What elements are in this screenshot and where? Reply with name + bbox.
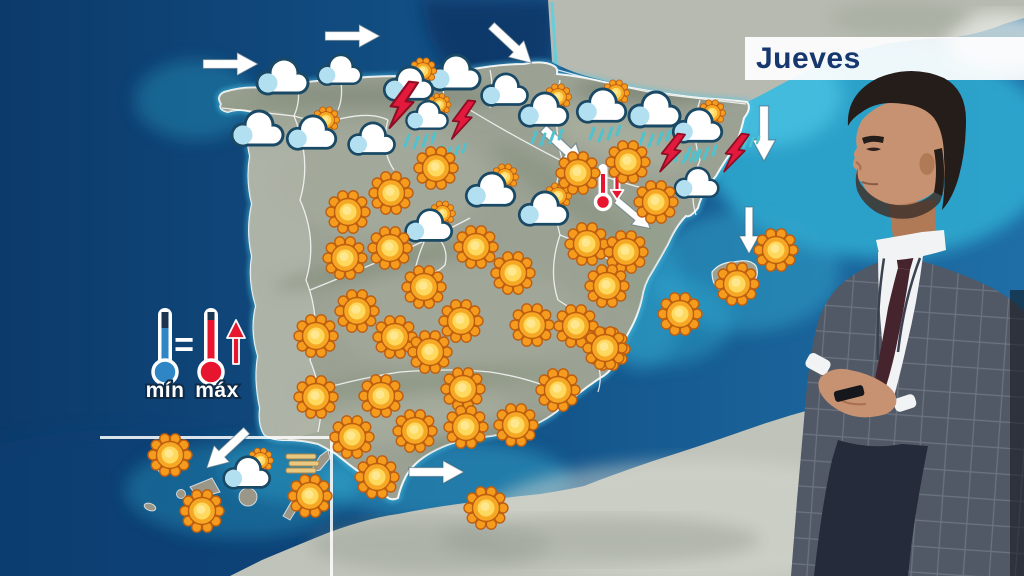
terrain-shading (219, 77, 745, 456)
suncloud-icon (404, 201, 455, 243)
sun-icon (401, 265, 447, 309)
temperature-legend: = mín máx (144, 308, 246, 404)
sun-icon (334, 289, 380, 333)
sun-icon (714, 262, 760, 306)
iberian-peninsula (218, 61, 750, 501)
presenter-tie (874, 254, 914, 398)
sun-icon (372, 315, 418, 359)
sun-icon (603, 230, 649, 274)
sun-icon (564, 222, 610, 266)
sun-icon (354, 455, 400, 499)
arrow-icon (534, 119, 592, 176)
rising-arrow-icon (226, 319, 246, 365)
sun-icon (325, 190, 371, 234)
cloud-icon (347, 121, 396, 156)
sun-icon (407, 330, 453, 374)
bolt-icon (387, 78, 419, 132)
arrow-icon (738, 206, 760, 255)
presenter-head (847, 71, 966, 219)
sun-icon (605, 140, 651, 184)
maxdrop-icon (593, 162, 626, 212)
day-label-bar: Jueves (745, 37, 1024, 80)
day-label: Jueves (756, 41, 861, 75)
sun-icon (584, 264, 630, 308)
sun-icon (438, 299, 484, 343)
presenter-jacket (791, 258, 1024, 576)
cloud-icon (427, 53, 482, 92)
rain-icon (403, 131, 437, 150)
presenter-trousers (814, 440, 928, 576)
arrow-icon (610, 192, 657, 236)
rain-icon (437, 142, 467, 160)
suncloud-icon (518, 183, 572, 227)
presenter-hair (847, 71, 966, 210)
equals-icon: = (174, 326, 194, 364)
sun-icon (490, 251, 536, 295)
cloud-icon (255, 57, 310, 96)
sun-icon (753, 228, 799, 272)
bolt-icon (658, 130, 686, 176)
sun-icon (358, 374, 404, 418)
sun-icon (453, 225, 499, 269)
cloud-icon (316, 53, 363, 86)
bolt-icon (449, 98, 477, 142)
presenter-clicker (833, 385, 865, 402)
sun-icon (463, 486, 509, 530)
cloud-icon (480, 72, 529, 107)
sun-icon (293, 314, 339, 358)
arrow-icon (408, 459, 465, 485)
sun-icon (633, 180, 679, 224)
sun-icon (553, 304, 599, 348)
sun-icon (293, 375, 339, 419)
legend-min-label: mín (146, 379, 185, 402)
sun-icon (443, 405, 489, 449)
presenter-shirt (878, 248, 924, 410)
suncloud-icon (383, 58, 437, 102)
sun-icon (322, 236, 368, 280)
sun-icon (493, 403, 539, 447)
arrow-icon (202, 51, 259, 77)
suncloud-icon (465, 164, 519, 208)
sun-icon (657, 292, 703, 336)
presenter-hands (805, 353, 917, 418)
cloud-icon (230, 109, 285, 148)
africa-landmass (230, 362, 1024, 576)
africa-terrain (310, 460, 920, 576)
suncloud-icon (286, 107, 340, 151)
arrow-icon (324, 23, 381, 49)
sunraincloud-icon (518, 84, 572, 145)
legend-max-thermometer-icon (197, 308, 225, 386)
canary-islands-inset-frame (100, 436, 333, 576)
arrow-icon (751, 105, 777, 162)
sun-icon (413, 146, 459, 190)
sun-icon (585, 327, 631, 371)
province-borders (221, 69, 747, 433)
sun-icon (582, 326, 628, 370)
arrow-icon (482, 16, 540, 73)
sun-icon (392, 409, 438, 453)
cloud-icon (673, 166, 720, 199)
legend-min-thermometer-icon (151, 308, 179, 386)
sun-icon (440, 367, 486, 411)
sun-icon (329, 415, 375, 459)
bolt-icon (722, 130, 750, 176)
sun-icon (535, 368, 581, 412)
legend-max-label: máx (195, 379, 239, 402)
portugal-region (247, 110, 321, 441)
raincloud-icon (628, 91, 682, 147)
balearic-islands (661, 239, 782, 323)
sun-icon (367, 226, 413, 270)
bay-of-biscay (420, 0, 556, 92)
rain-icon (735, 135, 761, 149)
sun-icon (509, 303, 555, 347)
sunraincloud-icon (672, 100, 726, 161)
suncloud-icon (405, 93, 451, 130)
sun-icon (555, 151, 601, 195)
rain-icon (673, 149, 703, 165)
sun-icon (368, 171, 414, 215)
sunraincloud-icon (576, 80, 630, 141)
